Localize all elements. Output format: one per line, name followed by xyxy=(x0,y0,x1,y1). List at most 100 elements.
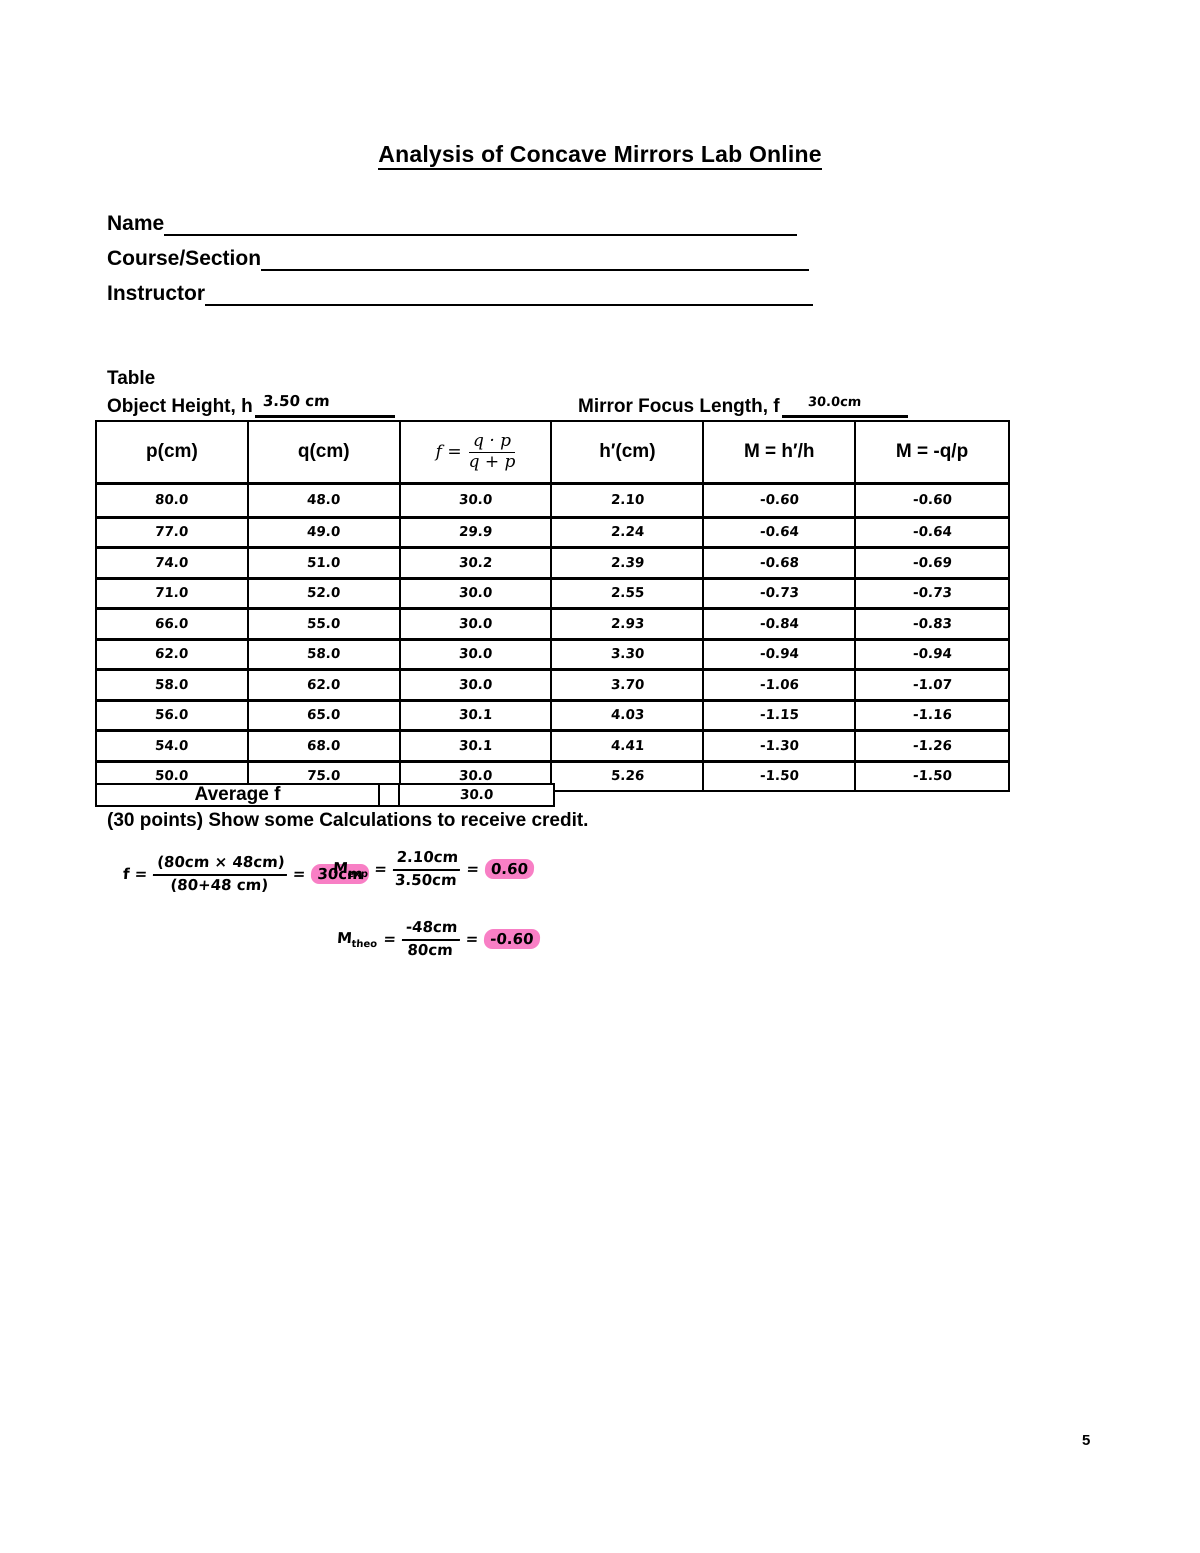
header-h-prime: h′(cm) xyxy=(552,422,705,482)
table-cell: 2.55 xyxy=(552,579,705,607)
page-title-text: Analysis of Concave Mirrors Lab Online xyxy=(378,141,822,170)
table-cell: 29.9 xyxy=(401,518,553,546)
table-cell: 74.0 xyxy=(97,549,249,577)
focus-length-value: 30.0cm xyxy=(807,395,862,410)
header-p: p(cm) xyxy=(97,422,249,482)
table-cell: 2.39 xyxy=(552,549,705,577)
table-cell: -0.60 xyxy=(704,485,857,516)
table-cell: 62.0 xyxy=(97,640,249,668)
calc1-denominator: (80+48 cm) xyxy=(169,875,269,894)
table-cell: -0.94 xyxy=(704,640,857,668)
table-cell: -0.68 xyxy=(704,549,857,577)
table-cell: 30.0 xyxy=(401,762,553,790)
focal-formula: f = q · p q + p xyxy=(435,431,516,472)
average-label: Average f xyxy=(97,784,380,805)
instructor-field: Instructor xyxy=(107,280,814,306)
table-cell: 3.30 xyxy=(552,640,705,668)
table-cell: 3.70 xyxy=(552,671,705,699)
calc1-lhs: f = xyxy=(122,865,148,883)
calc1-equals: = xyxy=(292,865,307,883)
table-cell: 55.0 xyxy=(249,610,401,638)
object-height-line: Object Height, h 3.50 cm xyxy=(107,392,395,418)
calc-magnification-theo: Mtheo = -48cm 80cm = -0.60 xyxy=(336,918,541,960)
calc2-fraction: 2.10cm 3.50cm xyxy=(391,848,462,890)
table-heading: Table xyxy=(107,368,156,389)
calc-magnification-exp: Mexp = 2.10cm 3.50cm = 0.60 xyxy=(332,848,536,890)
table-cell: 30.0 xyxy=(401,610,553,638)
table-row: 56.0 65.0 30.1 4.03 -1.15 -1.16 xyxy=(97,698,1008,729)
table-cell: -0.64 xyxy=(912,524,953,541)
table-cell: 56.0 xyxy=(97,701,249,729)
table-cell: -1.26 xyxy=(912,737,953,754)
formula-denominator: q + p xyxy=(468,451,516,472)
table-cell: 71.0 xyxy=(97,579,249,607)
table-cell: 62.0 xyxy=(249,671,401,699)
calc3-numerator: -48cm xyxy=(401,918,462,941)
calc2-result-highlighted: 0.60 xyxy=(484,859,535,879)
table-cell: 80.0 xyxy=(97,485,249,516)
table-cell: 30.2 xyxy=(401,549,553,577)
table-header-row: p(cm) q(cm) f = q · p q + p h′(cm) M = h… xyxy=(97,422,1008,485)
name-field: Name xyxy=(107,210,798,236)
table-cell: 30.0 xyxy=(401,485,553,516)
calc3-fraction: -48cm 80cm xyxy=(401,918,462,960)
table-row: 80.0 48.0 30.0 2.10 -0.60 -0.60 xyxy=(97,485,1008,516)
table-cell: 49.0 xyxy=(249,518,401,546)
course-section-label: Course/Section xyxy=(107,247,262,270)
page-number: 5 xyxy=(1082,1432,1091,1449)
average-value-cell: 30.0 xyxy=(400,785,553,805)
calc3-subscript: theo xyxy=(351,938,378,950)
calc3-denominator: 80cm xyxy=(406,940,454,959)
calc2-equals2: = xyxy=(465,860,480,878)
table-cell: -1.50 xyxy=(912,768,953,785)
measurements-table: p(cm) q(cm) f = q · p q + p h′(cm) M = h… xyxy=(95,420,1010,792)
table-cell: 4.03 xyxy=(552,701,705,729)
table-cell: -0.60 xyxy=(912,492,953,509)
table-cell: 77.0 xyxy=(97,518,249,546)
table-cell: 2.93 xyxy=(552,610,705,638)
header-focal-formula: f = q · p q + p xyxy=(401,422,553,482)
calc2-numerator: 2.10cm xyxy=(392,848,462,871)
table-row: 74.0 51.0 30.2 2.39 -0.68 -0.69 xyxy=(97,546,1008,577)
table-cell: 30.1 xyxy=(401,701,553,729)
object-height-blank: 3.50 cm xyxy=(254,392,395,418)
table-cell: 58.0 xyxy=(249,640,401,668)
table-cell: 50.0 xyxy=(97,762,249,790)
table-body: 80.0 48.0 30.0 2.10 -0.60 -0.60 77.0 49.0 29.9 2.… xyxy=(97,485,1008,790)
header-m-hh: M = h′/h xyxy=(704,422,857,482)
calc3-result-highlighted: -0.60 xyxy=(483,929,541,949)
name-label: Name xyxy=(107,212,165,235)
average-sliver-cell xyxy=(380,785,400,805)
table-row: 77.0 49.0 29.9 2.24 -0.64 -0.64 xyxy=(97,515,1008,546)
course-blank-line xyxy=(261,245,810,271)
calc3-lhs: Mtheo xyxy=(336,928,378,950)
calc3-equals1: = xyxy=(382,930,397,948)
table-cell: -1.30 xyxy=(704,732,857,760)
calc2-subscript: exp xyxy=(347,868,369,880)
formula-numerator: q · p xyxy=(469,431,516,453)
calc1-numerator: (80cm × 48cm) xyxy=(153,853,289,876)
table-cell: -0.84 xyxy=(704,610,857,638)
focus-length-line: Mirror Focus Length, f 30.0cm xyxy=(578,393,908,418)
formula-fraction: q · p q + p xyxy=(468,431,516,472)
header-m-qp: M = -q/p xyxy=(895,441,969,462)
table-cell: 5.26 xyxy=(552,762,705,790)
calculations-instruction: (30 points) Show some Calculations to re… xyxy=(107,810,589,831)
formula-lhs: f = xyxy=(435,442,462,462)
table-cell: 51.0 xyxy=(249,549,401,577)
average-row: Average f 30.0 xyxy=(95,783,555,807)
table-cell: -1.15 xyxy=(704,701,857,729)
table-cell: 30.0 xyxy=(401,640,553,668)
table-cell: 75.0 xyxy=(249,762,401,790)
table-row: 50.0 75.0 30.0 5.26 -1.50 -1.50 xyxy=(97,759,1008,790)
instructor-label: Instructor xyxy=(107,282,206,305)
table-cell: 30.1 xyxy=(401,732,553,760)
page-title: Analysis of Concave Mirrors Lab Online xyxy=(0,141,1200,170)
table-cell: 66.0 xyxy=(97,610,249,638)
table-cell: 2.10 xyxy=(552,485,705,516)
calc2-denominator: 3.50cm xyxy=(394,870,458,889)
table-row: 58.0 62.0 30.0 3.70 -1.06 -1.07 xyxy=(97,668,1008,699)
calc2-equals1: = xyxy=(373,860,388,878)
table-cell: 4.41 xyxy=(552,732,705,760)
